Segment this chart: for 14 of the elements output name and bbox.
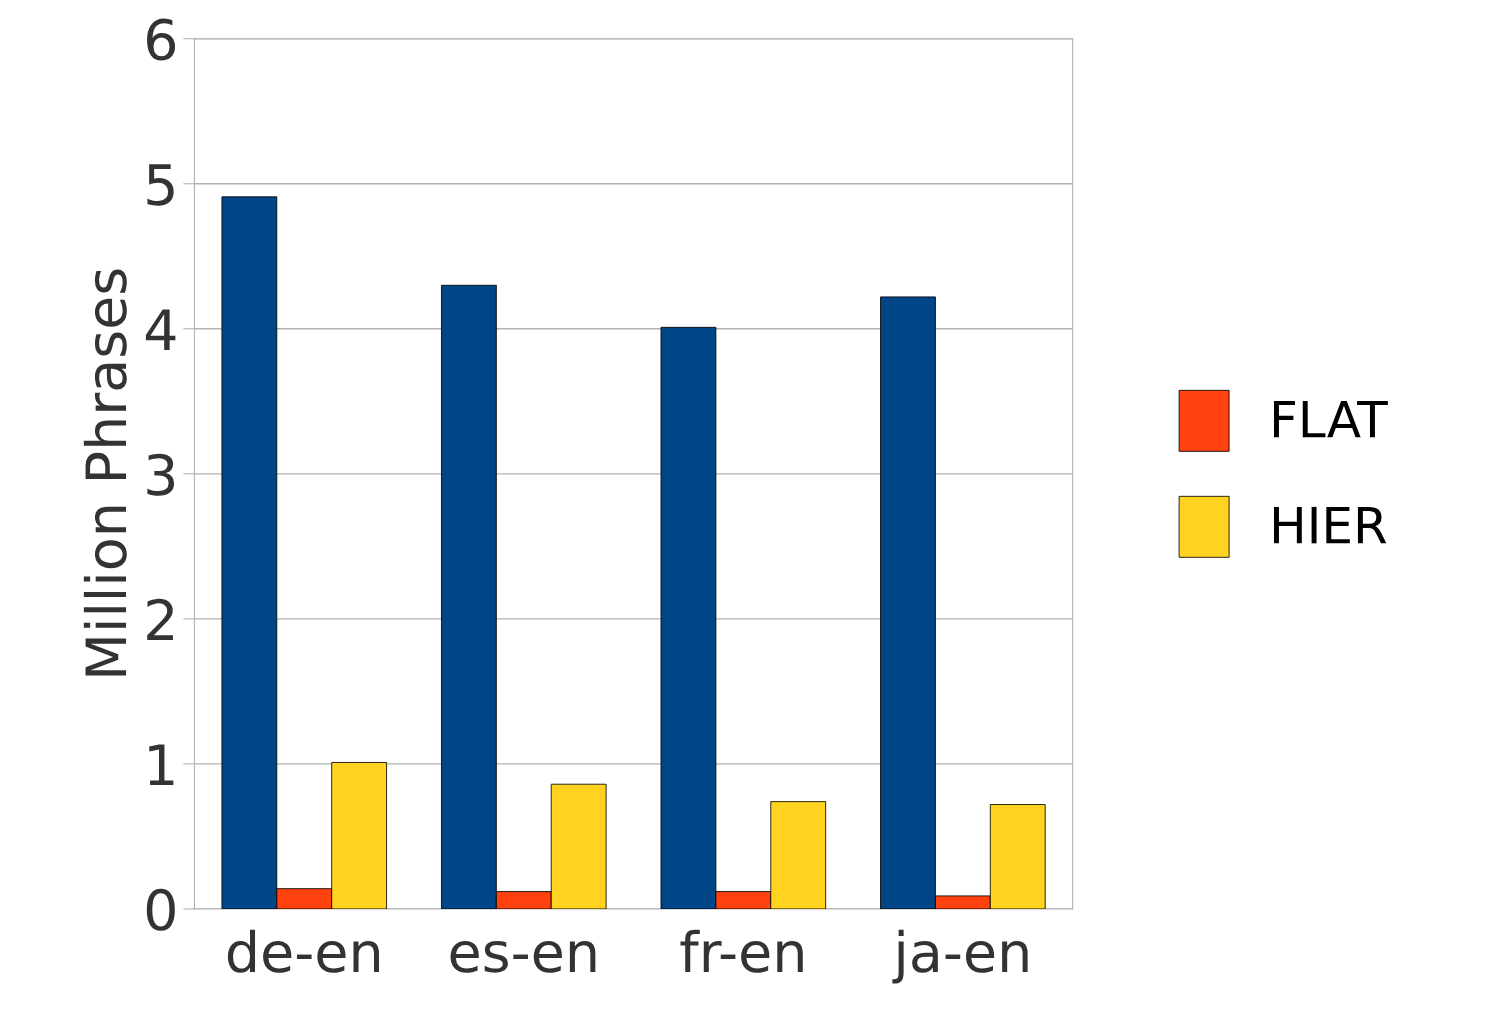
y-tick-label: 2 bbox=[147, 598, 173, 640]
x-tick-label: ja-en bbox=[892, 929, 1028, 984]
y-tick-label: 5 bbox=[147, 164, 174, 206]
y-tick-label: 1 bbox=[149, 744, 174, 786]
y-tick-label: 0 bbox=[146, 888, 175, 931]
y-axis-title: Million Phrases bbox=[83, 269, 127, 676]
y-tick-label: 3 bbox=[147, 453, 175, 496]
x-tick-label: de-en bbox=[227, 929, 379, 973]
y-tick-label: 4 bbox=[145, 309, 176, 350]
x-tick-label: es-en bbox=[450, 940, 596, 973]
x-tick-label: fr-en bbox=[680, 929, 803, 973]
legend-label: FLAT bbox=[1274, 400, 1388, 438]
y-tick-label: 6 bbox=[147, 18, 176, 61]
legend-label: HIER bbox=[1274, 506, 1387, 544]
